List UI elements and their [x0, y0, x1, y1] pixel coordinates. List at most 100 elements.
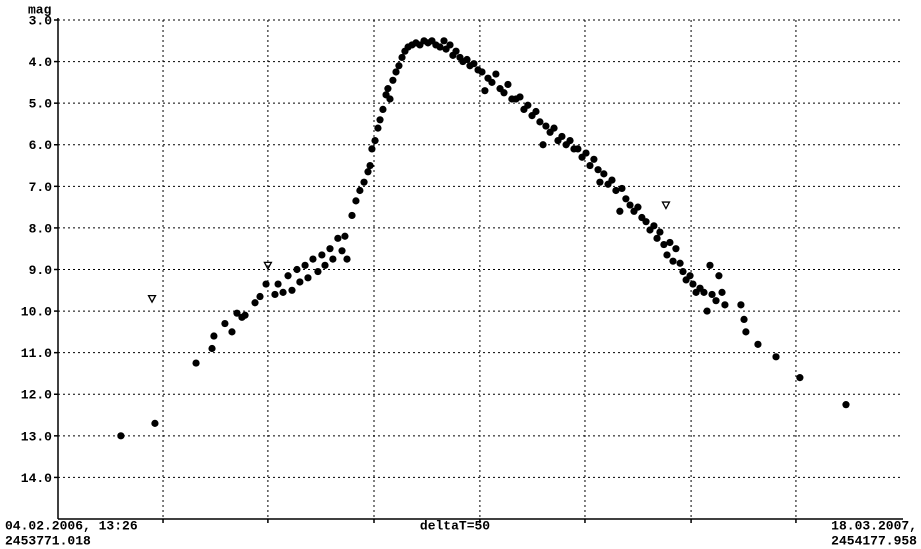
x-tick-value: 2454177.958	[831, 533, 917, 548]
data-point	[712, 297, 720, 305]
data-point	[672, 245, 680, 253]
x-tick-label: 18.03.2007,	[831, 518, 917, 533]
y-tick-label: 4.0	[29, 55, 53, 70]
y-tick-label: 8.0	[29, 221, 53, 236]
data-point	[341, 232, 349, 240]
data-point	[708, 290, 716, 299]
upper-limit-marker	[147, 294, 157, 304]
data-point	[660, 240, 668, 249]
data-point	[590, 155, 598, 163]
data-point	[650, 222, 658, 230]
data-point	[542, 122, 550, 130]
data-point	[348, 211, 356, 220]
data-point	[679, 267, 687, 276]
data-point	[740, 315, 748, 323]
data-point	[666, 238, 674, 247]
data-point	[689, 280, 697, 288]
data-point	[626, 201, 634, 209]
data-point	[600, 170, 608, 178]
y-tick-label: 12.0	[21, 388, 52, 403]
data-point	[742, 328, 750, 336]
data-point	[516, 93, 524, 101]
data-point	[676, 259, 684, 267]
data-point	[386, 95, 394, 103]
y-tick-label: 7.0	[29, 180, 53, 195]
data-point	[634, 203, 642, 211]
data-point	[596, 178, 604, 186]
data-point	[343, 255, 351, 263]
data-point	[318, 251, 326, 259]
data-point	[706, 261, 714, 269]
data-point	[384, 85, 392, 93]
data-point	[366, 161, 374, 170]
data-point	[842, 401, 850, 409]
y-tick-label: 5.0	[29, 97, 53, 112]
data-point	[304, 274, 312, 282]
data-point	[374, 124, 382, 132]
data-point	[550, 124, 558, 132]
data-point	[389, 76, 397, 84]
data-point	[772, 353, 780, 361]
data-point	[686, 272, 694, 280]
data-point	[398, 53, 406, 62]
data-point	[440, 37, 448, 45]
y-tick-label: 11.0	[21, 346, 52, 361]
data-point	[256, 292, 264, 301]
data-point	[492, 70, 500, 78]
y-tick-label: 3.0	[29, 13, 53, 28]
data-point	[539, 141, 547, 149]
data-point	[296, 278, 304, 286]
data-point	[721, 301, 729, 309]
data-point	[241, 311, 249, 319]
data-point	[574, 145, 582, 153]
y-tick-label: 10.0	[21, 305, 52, 320]
data-point	[352, 197, 360, 205]
data-point	[622, 195, 630, 203]
data-point	[796, 374, 804, 382]
data-point	[737, 301, 745, 309]
data-point	[262, 280, 270, 288]
data-point	[360, 178, 368, 186]
data-point	[334, 234, 342, 242]
data-point	[117, 432, 125, 440]
data-point	[656, 228, 664, 236]
data-point	[653, 234, 661, 242]
data-point	[446, 41, 454, 49]
data-point	[309, 255, 317, 263]
data-point	[293, 265, 301, 274]
y-tick-label: 6.0	[29, 138, 53, 153]
data-point	[326, 245, 334, 253]
data-point	[558, 132, 566, 141]
data-point	[616, 207, 624, 215]
data-point	[368, 145, 376, 153]
data-point	[586, 161, 594, 170]
data-point	[228, 328, 236, 336]
data-point	[210, 332, 218, 340]
data-point	[669, 257, 677, 265]
data-point	[566, 136, 574, 145]
data-point	[524, 101, 532, 109]
data-point	[321, 261, 329, 269]
data-point	[642, 218, 650, 226]
y-tick-label: 14.0	[21, 471, 52, 486]
y-axis-label: mag	[28, 2, 52, 17]
data-point	[488, 78, 496, 86]
data-point	[301, 261, 309, 269]
data-point	[463, 55, 471, 64]
data-point	[452, 47, 460, 55]
data-point	[356, 186, 364, 195]
data-point	[279, 288, 287, 296]
x-tick-value: 2453771.018	[5, 533, 91, 548]
data-point	[284, 272, 292, 280]
data-point	[718, 288, 726, 296]
data-point	[274, 280, 282, 288]
y-tick-label: 9.0	[29, 263, 53, 278]
data-point	[192, 359, 200, 367]
data-point	[470, 60, 478, 68]
data-point	[314, 267, 322, 276]
data-point	[703, 307, 711, 315]
data-point	[338, 247, 346, 255]
data-point	[395, 62, 403, 70]
